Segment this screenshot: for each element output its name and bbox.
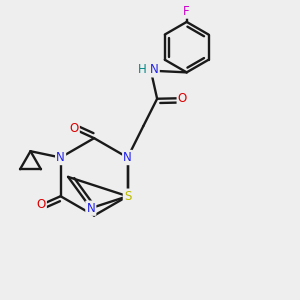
Text: O: O [37,198,46,211]
Text: N: N [150,63,159,76]
Text: N: N [86,202,95,215]
Text: O: O [178,92,187,105]
Text: N: N [56,151,65,164]
Text: N: N [123,151,132,164]
Text: H: H [138,63,147,76]
Text: S: S [124,190,131,203]
Text: F: F [183,4,190,17]
Text: O: O [69,122,79,136]
